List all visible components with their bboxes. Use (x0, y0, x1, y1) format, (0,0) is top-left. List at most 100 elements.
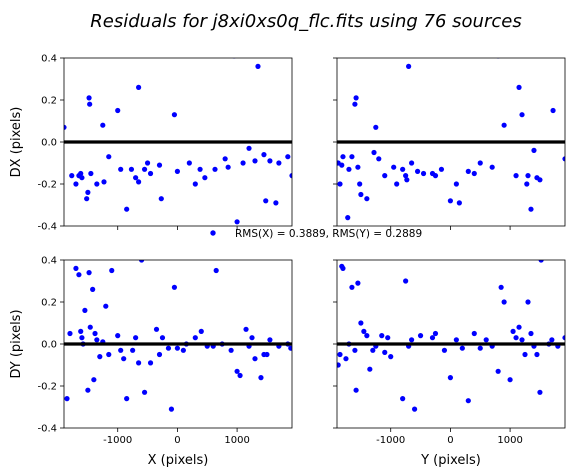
data-point (198, 328, 204, 334)
data-point (88, 170, 94, 177)
data-point (438, 166, 445, 172)
data-point (156, 351, 163, 358)
data-point (417, 333, 424, 339)
data-point (339, 162, 345, 168)
data-point (528, 206, 534, 212)
y-tick-label: -0.2 (37, 382, 57, 393)
data-point (128, 166, 135, 172)
data-point (197, 166, 203, 172)
data-point (141, 389, 148, 395)
data-point (447, 198, 454, 204)
data-point (550, 107, 556, 114)
panel-dy-vs-y: -1000 0 1000 Y (pixels) (333, 259, 566, 468)
data-point (171, 112, 178, 118)
data-point (115, 107, 121, 114)
data-point (136, 179, 142, 185)
data-point (355, 280, 361, 286)
axes-frame (336, 57, 566, 227)
data-points (337, 58, 565, 221)
data-point (92, 330, 98, 337)
y-tick-label: 0.4 (41, 256, 57, 267)
data-point (385, 335, 391, 341)
data-point (337, 181, 343, 187)
data-point (367, 366, 373, 372)
data-point (100, 122, 106, 128)
data-point (400, 166, 406, 172)
data-point (136, 360, 142, 366)
x-tick-label: -1000 (376, 435, 405, 446)
data-point (246, 145, 252, 151)
data-point (234, 219, 240, 225)
data-point (109, 267, 115, 274)
data-point (91, 377, 97, 383)
data-point (106, 154, 112, 160)
data-point (73, 265, 79, 271)
data-point (64, 396, 70, 402)
data-point (337, 351, 343, 358)
data-point (371, 149, 377, 156)
y-axis-label: DY (pixels) (9, 309, 24, 378)
axes-frame (63, 57, 293, 227)
data-point (394, 181, 400, 187)
x-tick-label: 1000 (224, 435, 249, 446)
data-point (249, 335, 255, 341)
data-point (237, 372, 243, 379)
data-point (258, 375, 264, 381)
data-point (225, 164, 231, 170)
data-point (67, 330, 73, 337)
data-point (288, 345, 292, 351)
data-point (85, 189, 91, 195)
data-point (471, 330, 477, 337)
data-point (171, 284, 178, 290)
data-point (516, 84, 522, 90)
x-tick-label: 1000 (497, 435, 522, 446)
data-point (370, 347, 376, 353)
y-tick-label: 0.2 (41, 96, 57, 107)
data-point (429, 335, 436, 341)
data-point (459, 345, 465, 351)
data-point (432, 173, 439, 179)
data-point (101, 179, 107, 185)
data-point (400, 396, 406, 402)
panel-dx-vs-y (333, 57, 566, 230)
data-point (391, 164, 397, 170)
data-point (373, 124, 379, 130)
data-point (192, 335, 198, 341)
data-point (118, 347, 124, 353)
data-point (519, 337, 525, 343)
data-point (349, 284, 355, 290)
data-point (528, 330, 534, 337)
data-point (130, 347, 136, 353)
data-points (64, 260, 292, 412)
data-point (562, 156, 565, 162)
rms-annotation: RMS(X) = 0.3889, RMS(Y) = 0.2889 (210, 228, 422, 240)
data-point (376, 156, 382, 162)
data-point (501, 299, 507, 305)
data-point (147, 360, 154, 366)
data-point (165, 345, 172, 351)
rms-text: RMS(X) = 0.3889, RMS(Y) = 0.2889 (235, 228, 422, 240)
x-axis-label: Y (pixels) (420, 453, 481, 468)
data-point (453, 337, 459, 343)
data-point (156, 162, 163, 168)
data-point (388, 354, 394, 360)
data-point (414, 168, 421, 174)
data-point (456, 200, 462, 206)
data-point (243, 326, 249, 332)
data-point (252, 158, 258, 164)
y-axis-label: DX (pixels) (9, 107, 24, 178)
data-point (255, 63, 261, 69)
data-point (141, 166, 148, 172)
y-tick-label: 0.0 (41, 138, 57, 149)
data-point (340, 265, 346, 271)
data-point (345, 215, 351, 221)
data-point (409, 160, 415, 166)
axes-frame (336, 259, 566, 429)
data-point (534, 351, 540, 358)
data-point (358, 191, 364, 198)
axes-frame (63, 259, 293, 429)
data-point (382, 349, 388, 355)
data-point (525, 299, 531, 305)
data-point (562, 335, 565, 341)
data-point (549, 337, 555, 343)
